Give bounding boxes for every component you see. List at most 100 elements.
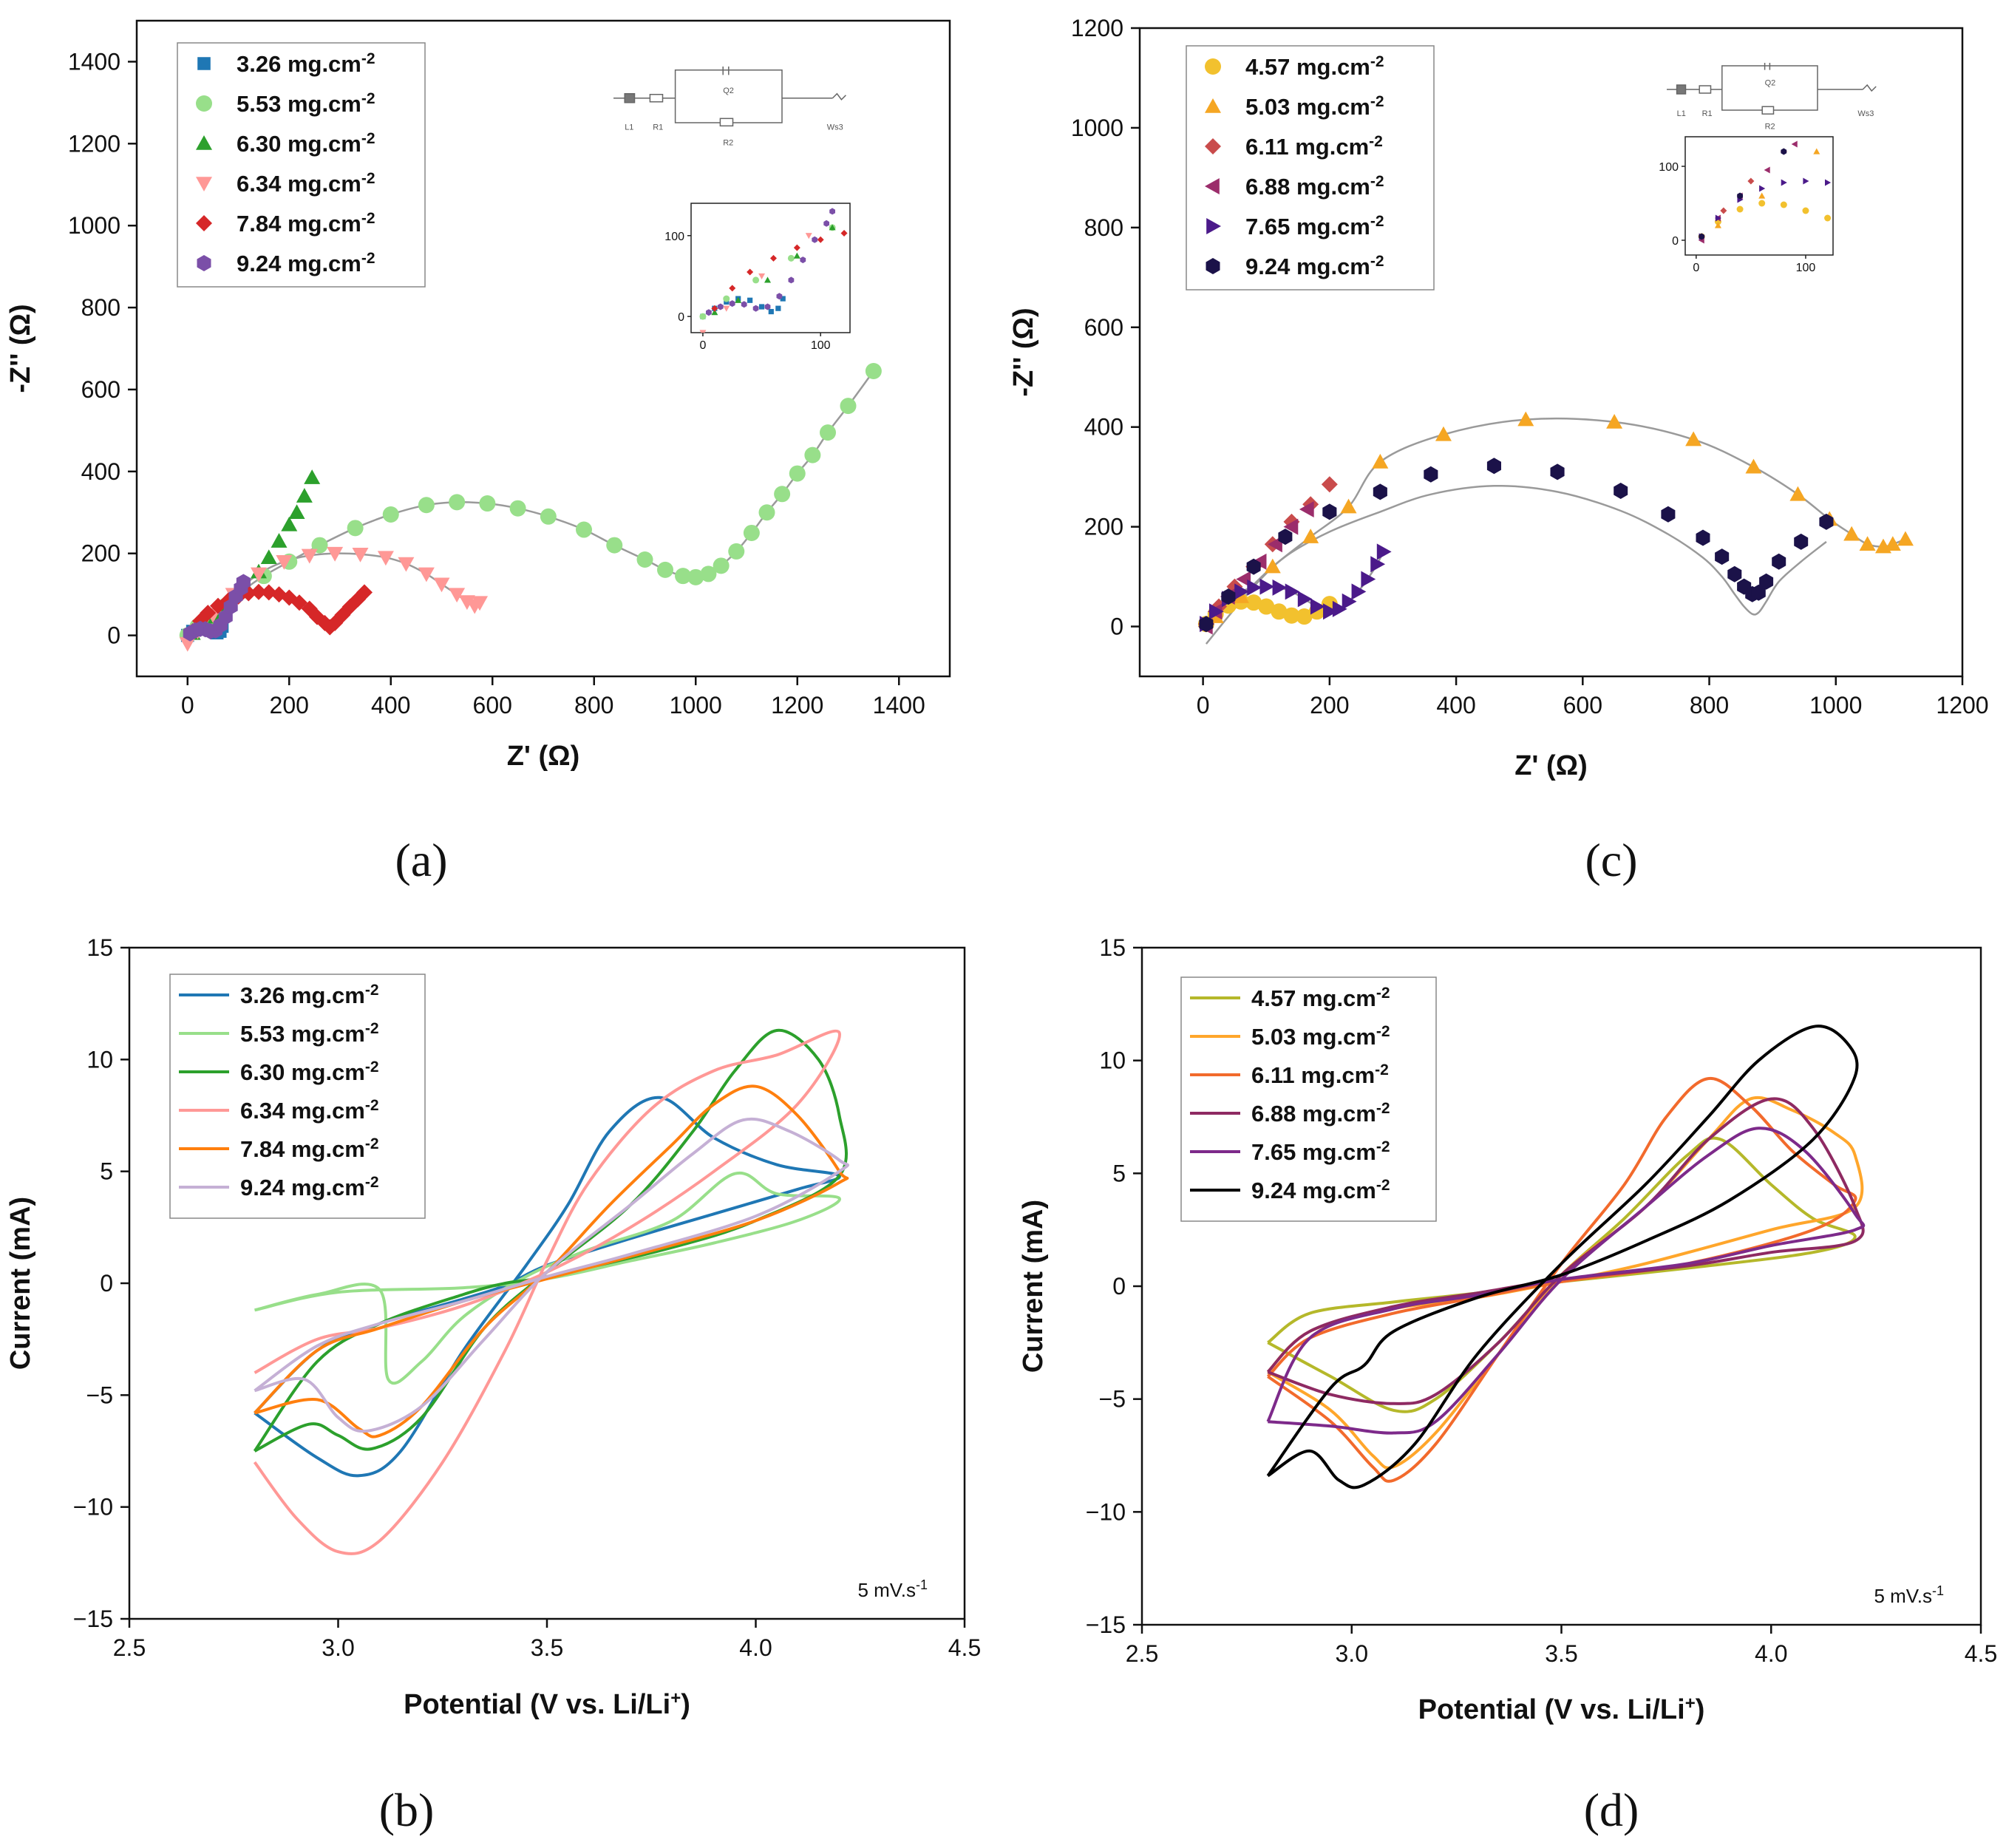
panel-label: (a) bbox=[395, 834, 447, 886]
data-point bbox=[1376, 543, 1392, 560]
circuit-label: Q2 bbox=[723, 86, 734, 95]
x-tick-label: 2.5 bbox=[113, 1634, 146, 1661]
legend-entry: 9.24 mg.cm-2 bbox=[1245, 253, 1384, 280]
data-point bbox=[1236, 571, 1251, 588]
data-point bbox=[1299, 501, 1314, 518]
data-point bbox=[1370, 556, 1386, 573]
data-point bbox=[1373, 483, 1387, 500]
data-point bbox=[774, 486, 791, 503]
legend: 4.57 mg.cm-25.03 mg.cm-26.11 mg.cm-26.88… bbox=[1186, 45, 1435, 291]
inset-point bbox=[768, 308, 774, 315]
data-point bbox=[1789, 486, 1806, 501]
data-point bbox=[200, 605, 217, 622]
inset-point bbox=[1699, 233, 1705, 240]
chart-panel-b: 2.5 3.0 3.5 4.0 4.5 −15 −10 −5 0 5 10 15 Potential (… bbox=[5, 934, 981, 1836]
data-point bbox=[281, 516, 298, 531]
data-point bbox=[1884, 536, 1901, 551]
y-tick-label: 0 bbox=[1112, 1273, 1126, 1300]
legend-entry-exponent: -2 bbox=[1370, 93, 1384, 110]
x-tick-label: 4.0 bbox=[739, 1634, 772, 1661]
legend-marker bbox=[197, 57, 211, 70]
plot-area bbox=[253, 1028, 849, 1555]
inset-point bbox=[758, 273, 766, 279]
inset-point bbox=[741, 301, 747, 308]
data-point bbox=[1606, 413, 1623, 429]
data-point bbox=[1342, 593, 1357, 610]
x-tick-label: 4.5 bbox=[948, 1634, 981, 1661]
legend-marker bbox=[196, 215, 212, 231]
legend-entry-exponent: -2 bbox=[1376, 1023, 1390, 1040]
data-point bbox=[1843, 526, 1860, 541]
data-point bbox=[398, 557, 415, 572]
data-point bbox=[472, 596, 489, 611]
inset-point bbox=[787, 254, 795, 262]
panel-label: (c) bbox=[1585, 834, 1637, 886]
inset-point bbox=[764, 303, 771, 310]
data-point bbox=[840, 398, 857, 415]
legend-entry-text: 9.24 mg.cm bbox=[237, 251, 361, 276]
data-point bbox=[1259, 578, 1275, 595]
panel-label: (b) bbox=[379, 1784, 435, 1836]
inset-point bbox=[840, 229, 848, 237]
inset-point bbox=[729, 285, 736, 292]
inset-plot: 0 100 0 100 bbox=[664, 203, 851, 352]
circuit-label: R1 bbox=[1702, 109, 1713, 118]
legend-entry-text: 6.30 mg.cm bbox=[237, 131, 361, 157]
y-tick-label: 1200 bbox=[1071, 15, 1123, 41]
fit-curve-6 bbox=[1205, 484, 1827, 645]
y-tick-label: 400 bbox=[1084, 414, 1123, 441]
data-point bbox=[458, 595, 475, 611]
data-point bbox=[352, 547, 369, 563]
legend-entry: 9.24 mg.cm-2 bbox=[240, 1174, 379, 1201]
y-tick-label: 1000 bbox=[68, 212, 120, 239]
circuit-label: L1 bbox=[625, 123, 633, 132]
y-tick-label: 0 bbox=[107, 622, 120, 649]
inset-point bbox=[1715, 214, 1721, 222]
data-point bbox=[418, 567, 435, 582]
y-tick-label: −10 bbox=[1086, 1498, 1126, 1525]
inset-point bbox=[711, 305, 718, 312]
legend-entry: 3.26 mg.cm-2 bbox=[237, 50, 375, 78]
data-point bbox=[1340, 498, 1357, 514]
x-axis-label: Potential (V vs. Li/Li+) bbox=[1418, 1694, 1705, 1726]
x-tick-label: 3.5 bbox=[531, 1634, 563, 1661]
legend-entry-text: 6.34 mg.cm bbox=[237, 171, 361, 197]
legend-entry-exponent: -2 bbox=[361, 210, 375, 227]
legend-entry: 7.65 mg.cm-2 bbox=[1245, 213, 1384, 240]
data-point bbox=[1727, 565, 1742, 582]
data-point bbox=[865, 362, 882, 379]
data-point bbox=[1245, 594, 1262, 611]
inset-point bbox=[735, 296, 742, 303]
y-axis-label: Current (mA) bbox=[1018, 1200, 1049, 1373]
data-point bbox=[606, 537, 623, 554]
legend-entry-exponent: -2 bbox=[365, 1097, 379, 1114]
data-point bbox=[1321, 476, 1338, 493]
data-point bbox=[1685, 431, 1702, 446]
superscript-plus: + bbox=[1685, 1694, 1696, 1713]
legend-box bbox=[169, 974, 426, 1219]
inset-point bbox=[1758, 192, 1766, 199]
data-point bbox=[576, 521, 592, 538]
legend-entry-text: 6.30 mg.cm bbox=[240, 1059, 365, 1085]
inset-point bbox=[1802, 207, 1809, 214]
series-2 bbox=[1207, 411, 1914, 623]
data-point bbox=[1264, 558, 1281, 574]
chart-panel-a: 0 200 400 600 800 1000 1200 1400020040060080010… bbox=[5, 19, 951, 886]
data-point bbox=[1486, 458, 1501, 475]
legend-marker bbox=[196, 135, 212, 150]
series-6 bbox=[183, 574, 251, 642]
data-point bbox=[700, 565, 717, 582]
legend-entry-text: 9.24 mg.cm bbox=[1251, 1178, 1376, 1203]
data-point bbox=[327, 546, 344, 562]
fit-curve-2 bbox=[1214, 417, 1906, 617]
data-point bbox=[179, 636, 196, 652]
legend-entry-text: 7.84 mg.cm bbox=[240, 1136, 365, 1162]
legend-entry-exponent: -2 bbox=[365, 1020, 379, 1037]
y-tick-label: 400 bbox=[81, 458, 120, 485]
inset-point bbox=[1813, 148, 1820, 154]
x-tick-label: 0 bbox=[181, 692, 194, 719]
legend: 4.57 mg.cm-25.03 mg.cm-26.11 mg.cm-26.88… bbox=[1180, 976, 1437, 1222]
legend-entry-text: 6.11 mg.cm bbox=[1251, 1062, 1375, 1088]
legend-entry-exponent: -2 bbox=[365, 982, 379, 999]
